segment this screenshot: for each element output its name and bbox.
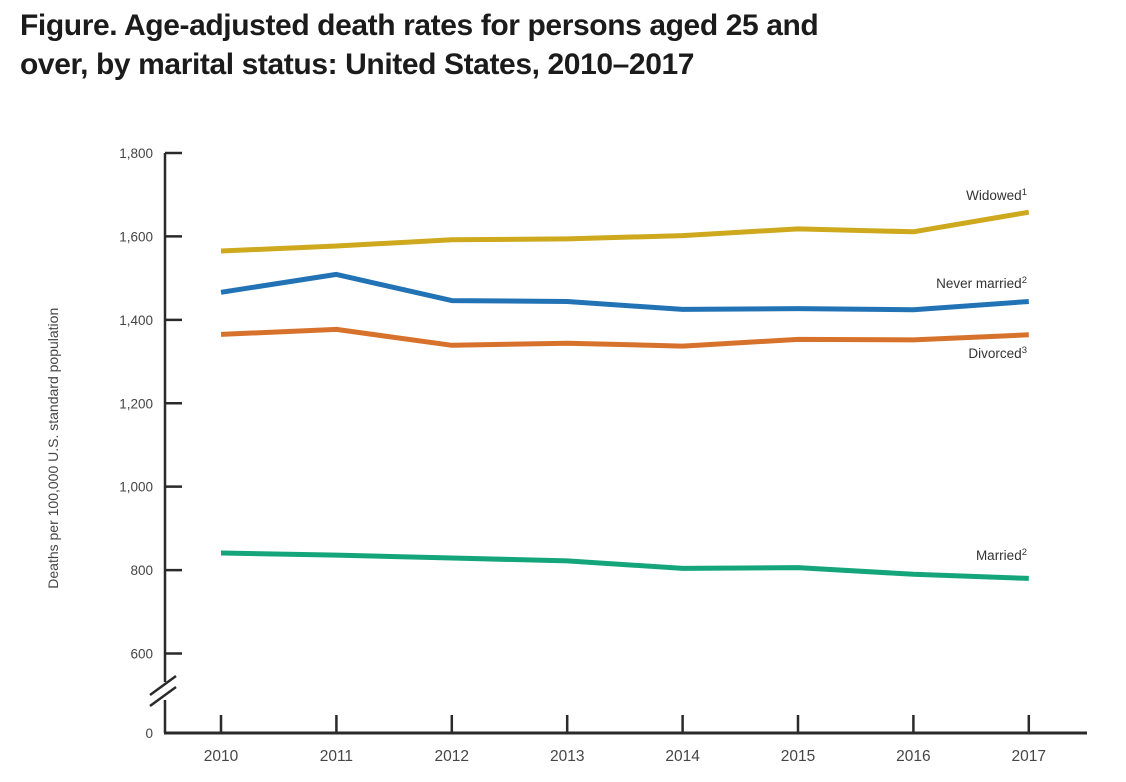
divorced-label: Divorced3 (968, 345, 1027, 361)
x-axis-year-label: 2016 (896, 748, 930, 765)
y-axis-tick-label: 1,400 (119, 313, 153, 328)
x-axis-year-label: 2017 (1012, 748, 1046, 765)
widowed-line (220, 209, 1030, 254)
x-axis-year-label: 2014 (665, 748, 700, 765)
never-married-line (220, 271, 1029, 313)
divorced-line (220, 326, 1029, 349)
y-axis-tick-label: 1,200 (119, 396, 153, 411)
x-axis-year-label: 2011 (320, 748, 353, 765)
y-axis-zero-label: 0 (145, 726, 153, 741)
line-chart: 1,800 1,600 1,400 1,200 1,000 800 600 0 2010 2011… (0, 120, 1126, 782)
y-axis-tick-label: 1,000 (119, 480, 153, 495)
figure-title-line1: Figure. Age-adjusted death rates for per… (20, 9, 819, 42)
widowed-label: Widowed1 (966, 187, 1027, 203)
x-axis-year-label: 2015 (781, 748, 815, 765)
married-label: Married2 (976, 547, 1027, 563)
y-axis-title: Deaths per 100,000 U.S. standard populat… (45, 308, 61, 589)
chart-svg: 1,800 1,600 1,400 1,200 1,000 800 600 0 2010 2011… (45, 146, 1087, 765)
y-axis-tick-label: 1,800 (119, 146, 153, 161)
y-axis-tick-label: 800 (130, 563, 153, 578)
married-line (220, 550, 1029, 581)
figure-title: Figure. Age-adjusted death rates for per… (20, 6, 1110, 84)
x-axis-year-label: 2013 (550, 748, 584, 765)
y-axis-break-slash (149, 685, 177, 708)
x-axis-year-label: 2012 (435, 748, 469, 765)
figure-title-line2: over, by marital status: United States, … (20, 48, 695, 81)
y-axis-tick-label: 1,600 (119, 229, 153, 244)
y-axis-tick-label: 600 (130, 647, 153, 662)
x-axis-year-label: 2010 (204, 748, 239, 765)
never-married-label: Never married2 (936, 275, 1027, 291)
y-axis-break-slash (149, 674, 177, 697)
